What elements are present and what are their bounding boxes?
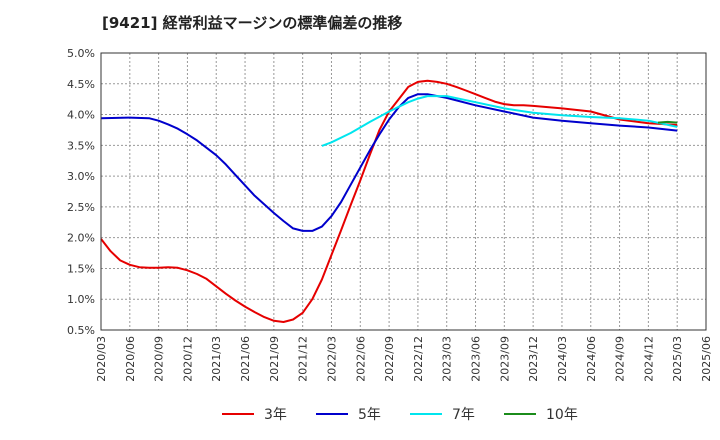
series-lines [100, 79, 678, 323]
y-tick-label: 3.5% [67, 139, 95, 152]
series-line-10年 [657, 120, 678, 124]
x-tick-label: 2021/12 [297, 336, 310, 382]
legend-label: 7年 [452, 407, 475, 423]
y-axis-ticks: 0.5% 1.0% 1.5% 2.0% 2.5% 3.0% 3.5% 4.0% 4.5% 5.0% [67, 47, 95, 337]
legend: 3年 5年 7年 10年 [222, 407, 578, 423]
y-tick-label: 1.0% [67, 293, 95, 306]
x-tick-label: 2023/09 [498, 336, 511, 382]
x-tick-label: 2021/06 [239, 336, 252, 382]
x-axis-ticks: 2020/03 2020/06 2020/09 2020/12 2021/03 2021/… [95, 336, 713, 382]
y-tick-label: 3.0% [67, 170, 95, 183]
x-tick-label: 2024/12 [642, 336, 655, 382]
y-tick-label: 1.5% [67, 262, 95, 275]
y-tick-label: 4.0% [67, 109, 95, 122]
legend-label: 5年 [358, 407, 381, 423]
x-tick-label: 2022/12 [412, 336, 425, 382]
x-tick-label: 2023/03 [441, 336, 454, 382]
series-line-7年 [321, 95, 678, 147]
x-tick-label: 2020/03 [95, 336, 108, 382]
x-tick-label: 2020/09 [153, 336, 166, 382]
x-tick-label: 2024/06 [585, 336, 598, 382]
legend-item: 10年 [504, 407, 578, 423]
x-tick-label: 2021/09 [268, 336, 281, 382]
legend-item: 7年 [410, 407, 475, 423]
legend-item: 5年 [316, 407, 381, 423]
y-tick-label: 2.5% [67, 201, 95, 214]
x-tick-label: 2021/03 [210, 336, 223, 382]
x-tick-label: 2022/06 [354, 336, 367, 382]
plot-frame [100, 52, 707, 331]
y-tick-label: 4.5% [67, 78, 95, 91]
legend-item: 3年 [222, 407, 287, 423]
legend-label: 3年 [264, 407, 287, 423]
y-tick-label: 0.5% [67, 324, 95, 337]
series-line-3年 [100, 79, 678, 323]
x-tick-label: 2023/06 [470, 336, 483, 382]
x-tick-label: 2023/12 [527, 336, 540, 382]
x-tick-label: 2020/12 [181, 336, 194, 382]
x-tick-label: 2025/06 [700, 336, 713, 382]
x-tick-label: 2022/03 [325, 336, 338, 382]
y-tick-label: 5.0% [67, 47, 95, 60]
x-tick-label: 2024/03 [556, 336, 569, 382]
x-tick-label: 2025/03 [671, 336, 684, 382]
series-line-5年 [100, 93, 678, 232]
x-tick-label: 2022/09 [383, 336, 396, 382]
chart-title: [9421] 経常利益マージンの標準偏差の推移 [102, 14, 403, 32]
legend-label: 10年 [546, 407, 578, 423]
x-tick-label: 2020/06 [124, 336, 137, 382]
x-tick-label: 2024/09 [614, 336, 627, 382]
y-tick-label: 2.0% [67, 232, 95, 245]
